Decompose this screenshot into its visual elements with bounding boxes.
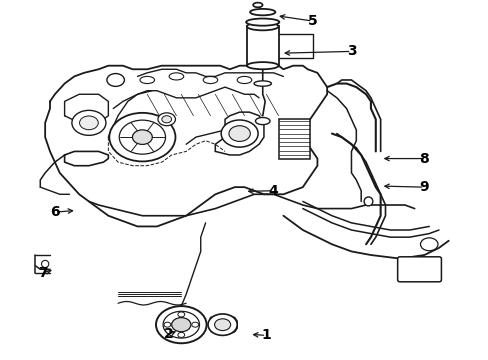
Ellipse shape bbox=[364, 197, 372, 206]
Circle shape bbox=[72, 111, 106, 135]
Circle shape bbox=[163, 311, 199, 338]
Text: 7: 7 bbox=[38, 266, 47, 280]
Circle shape bbox=[107, 73, 124, 86]
Circle shape bbox=[178, 332, 184, 337]
Text: 2: 2 bbox=[164, 327, 174, 341]
Circle shape bbox=[109, 113, 175, 161]
Circle shape bbox=[171, 318, 190, 332]
Ellipse shape bbox=[255, 117, 269, 125]
Circle shape bbox=[162, 116, 171, 123]
Ellipse shape bbox=[253, 3, 262, 7]
Circle shape bbox=[156, 306, 206, 343]
Circle shape bbox=[163, 322, 170, 327]
Circle shape bbox=[207, 314, 237, 336]
Bar bbox=[278, 119, 309, 158]
Text: 5: 5 bbox=[307, 14, 317, 28]
Ellipse shape bbox=[41, 260, 49, 267]
Ellipse shape bbox=[246, 22, 278, 30]
Text: 6: 6 bbox=[50, 205, 60, 219]
Text: 8: 8 bbox=[419, 152, 428, 166]
Bar bbox=[246, 26, 278, 66]
Circle shape bbox=[119, 120, 165, 154]
Circle shape bbox=[191, 322, 198, 327]
Ellipse shape bbox=[245, 18, 279, 26]
Circle shape bbox=[80, 116, 98, 130]
Text: 9: 9 bbox=[419, 180, 428, 194]
FancyBboxPatch shape bbox=[397, 257, 441, 282]
Ellipse shape bbox=[249, 9, 275, 15]
Text: 1: 1 bbox=[261, 328, 271, 342]
Circle shape bbox=[420, 238, 437, 251]
Text: 3: 3 bbox=[346, 44, 356, 58]
Circle shape bbox=[228, 126, 250, 141]
Ellipse shape bbox=[246, 62, 278, 69]
Circle shape bbox=[132, 130, 152, 144]
Text: 4: 4 bbox=[268, 184, 278, 198]
Circle shape bbox=[221, 120, 258, 147]
Ellipse shape bbox=[254, 81, 271, 86]
Circle shape bbox=[158, 113, 175, 126]
Circle shape bbox=[178, 312, 184, 317]
Circle shape bbox=[214, 319, 230, 330]
